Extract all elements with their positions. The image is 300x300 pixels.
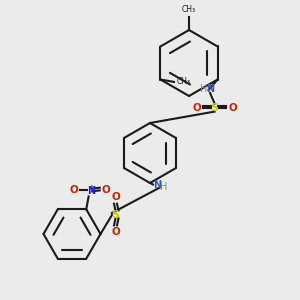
Text: -: -	[70, 182, 74, 191]
Text: CH₃: CH₃	[177, 77, 191, 86]
Text: O: O	[101, 185, 110, 195]
Text: O: O	[192, 103, 201, 113]
Text: H: H	[200, 83, 208, 94]
Text: CH₃: CH₃	[182, 4, 196, 14]
Text: S: S	[211, 103, 219, 113]
Text: O: O	[111, 192, 120, 202]
Text: +: +	[88, 184, 94, 190]
Text: S: S	[112, 209, 119, 220]
Text: N: N	[206, 83, 214, 94]
Text: N: N	[153, 179, 162, 190]
Text: H: H	[160, 182, 167, 193]
Text: N: N	[87, 186, 95, 196]
Text: O: O	[228, 103, 237, 113]
Text: O: O	[70, 185, 79, 195]
Text: O: O	[111, 227, 120, 237]
